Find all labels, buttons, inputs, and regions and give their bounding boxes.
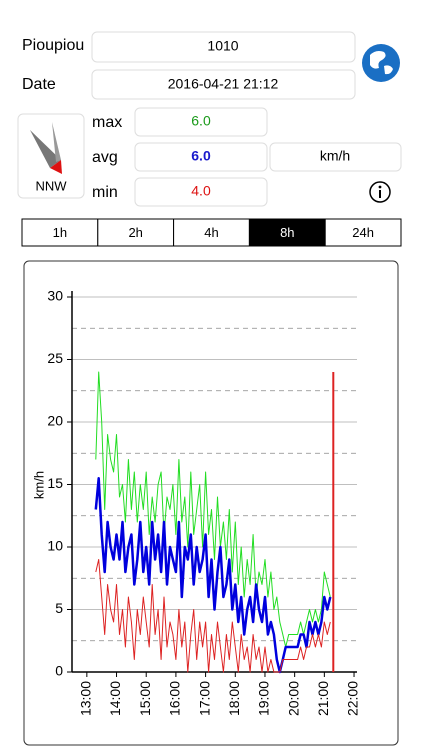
x-tick-label: 19:00 <box>256 681 272 716</box>
range-label: 4h <box>204 225 218 240</box>
range-button[interactable] <box>21 218 99 247</box>
chart-frame <box>23 260 399 746</box>
max-value: 6.0 <box>191 113 211 129</box>
range-button[interactable] <box>97 218 175 247</box>
avg-field <box>134 142 268 172</box>
x-tick-label: 21:00 <box>315 681 331 716</box>
x-tick-label: 13:00 <box>78 681 94 716</box>
max-field <box>134 107 268 137</box>
globe-land <box>370 51 393 75</box>
range-label: 8h <box>280 225 294 240</box>
max-label: max <box>92 114 122 131</box>
min-field <box>134 177 268 207</box>
min-label: min <box>92 184 118 201</box>
x-tick-label: 14:00 <box>107 681 123 716</box>
info-circle <box>369 181 391 203</box>
x-tick-label: 22:00 <box>345 681 361 716</box>
range-button[interactable] <box>173 218 250 247</box>
y-tick-label: 20 <box>47 413 63 429</box>
y-axis-label: km/h <box>31 471 46 499</box>
station-label: Pioupiou <box>22 37 84 54</box>
x-tick-label: 17:00 <box>196 681 212 716</box>
avg-label: avg <box>92 149 118 166</box>
direction: NNW <box>35 178 67 193</box>
unit: km/h <box>320 148 350 164</box>
range-button[interactable] <box>324 218 402 247</box>
unit-field[interactable] <box>269 142 402 172</box>
range-label: 2h <box>128 225 142 240</box>
compass-shade <box>52 122 61 162</box>
y-tick-label: 5 <box>55 600 63 616</box>
range-control: 1h 2h 4h 8h 24h <box>21 218 402 247</box>
x-tick-label: 20:00 <box>285 681 301 716</box>
station-field[interactable] <box>91 31 356 63</box>
station-value: 1010 <box>207 38 238 54</box>
date-label: Date <box>22 76 56 93</box>
range-label: 24h <box>352 225 374 240</box>
series-line <box>94 477 332 674</box>
globe-icon[interactable] <box>362 44 400 82</box>
y-tick-label: 10 <box>47 538 63 554</box>
series-line <box>95 559 331 673</box>
date-field[interactable] <box>91 69 356 100</box>
y-tick-label: 0 <box>55 663 63 679</box>
x-tick-label: 16:00 <box>167 681 183 716</box>
min-value: 4.0 <box>191 183 211 199</box>
y-tick-label: 25 <box>47 350 63 366</box>
date-value: 2016-04-21 21:12 <box>168 76 279 92</box>
compass-tip <box>50 160 62 174</box>
x-tick-label: 18:00 <box>226 681 242 716</box>
info-icon[interactable] <box>369 181 391 203</box>
compass-arrow <box>30 130 61 168</box>
chart: 0 5 10 15 20 25 30 13:00 14:00 15:00 16:00 17:00 18:… <box>31 288 360 716</box>
series-line <box>95 371 331 648</box>
info-dot <box>378 185 382 189</box>
range-label: 1h <box>53 225 67 240</box>
y-tick-label: 30 <box>47 288 63 304</box>
avg-value: 6.0 <box>191 148 211 164</box>
globe <box>362 44 400 82</box>
y-tick-label: 15 <box>47 475 63 491</box>
x-tick-label: 15:00 <box>137 681 153 716</box>
